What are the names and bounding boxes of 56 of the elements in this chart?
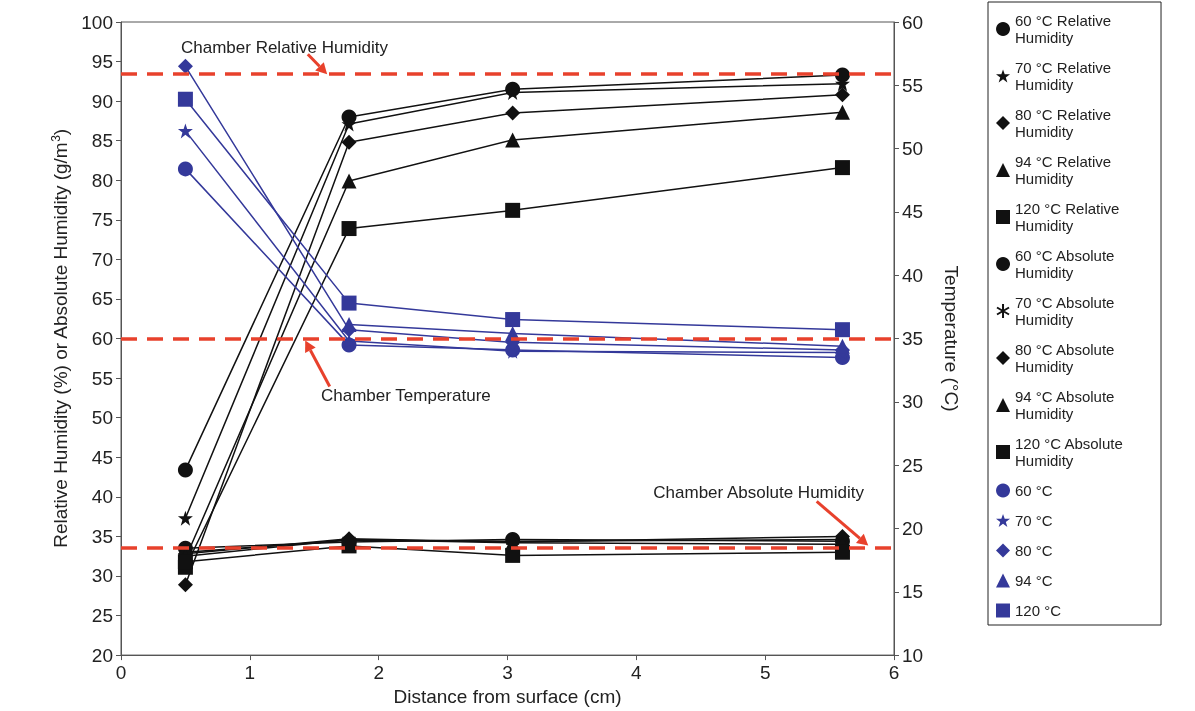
y2-tick-label: 15 xyxy=(902,581,924,603)
y-tick-label: 65 xyxy=(91,288,113,310)
legend-label: 80 °C Absolute Humidity xyxy=(1015,341,1119,375)
y-axis-title: Relative Humidity (%) or Absolute Humidity (g/m3) xyxy=(48,128,72,548)
x-tick-label: 5 xyxy=(759,662,771,684)
legend-label: 70 °C Relative Humidity xyxy=(1015,59,1116,93)
legend-label: 60 °C Absolute Humidity xyxy=(1015,247,1119,281)
x-tick-label: 4 xyxy=(631,662,643,684)
y-tick-label: 55 xyxy=(91,367,113,389)
legend-label: 120 °C Absolute Humidity xyxy=(1015,435,1127,469)
x-axis-title: Distance from surface (cm) xyxy=(393,686,622,707)
y-tick-label: 90 xyxy=(91,90,113,112)
legend-label: 94 °C Absolute Humidity xyxy=(1015,388,1119,422)
ref-line-label: Chamber Absolute Humidity xyxy=(653,483,865,503)
y2-tick-label: 45 xyxy=(902,201,924,223)
y-tick-label: 80 xyxy=(91,169,113,191)
y-tick-label: 60 xyxy=(91,328,113,350)
y2-tick-label: 50 xyxy=(902,138,924,160)
legend-label: 94 °C xyxy=(1015,572,1053,589)
y-tick-label: 70 xyxy=(91,248,113,270)
legend-label: 120 °C xyxy=(1015,602,1062,619)
y-tick-label: 50 xyxy=(91,407,113,429)
y-tick-label: 30 xyxy=(91,565,113,587)
y-tick-label: 40 xyxy=(91,486,113,508)
y2-tick-label: 35 xyxy=(902,328,924,350)
legend-label: 70 °C xyxy=(1015,512,1053,529)
x-tick-label: 2 xyxy=(373,662,384,684)
x-tick-label: 3 xyxy=(502,662,513,684)
y2-tick-label: 30 xyxy=(902,391,924,413)
y2-tick-label: 55 xyxy=(902,74,924,96)
x-tick-label: 1 xyxy=(244,662,256,684)
y2-axis-title: Temperature (°C) xyxy=(941,265,962,412)
y2-tick-label: 60 xyxy=(902,11,924,33)
legend-label: 80 °C xyxy=(1015,542,1053,559)
y-tick-label: 20 xyxy=(91,644,113,666)
legend-label: 120 °C Relative Humidity xyxy=(1015,200,1124,234)
y2-tick-label: 10 xyxy=(902,644,924,666)
ref-line-label: Chamber Relative Humidity xyxy=(181,38,389,58)
legend-label: 70 °C Absolute Humidity xyxy=(1015,294,1119,328)
ref-line-label: Chamber Temperature xyxy=(321,385,491,405)
legend-label: 80 °C Relative Humidity xyxy=(1015,106,1116,140)
y-tick-label: 35 xyxy=(91,525,113,547)
y-tick-label: 45 xyxy=(91,446,113,468)
legend-label: 94 °C Relative Humidity xyxy=(1015,153,1116,187)
y-tick-label: 25 xyxy=(91,605,113,627)
legend-label: 60 °C Relative Humidity xyxy=(1015,12,1116,46)
y2-tick-label: 25 xyxy=(902,454,924,476)
y2-tick-label: 20 xyxy=(902,517,924,539)
y-tick-label: 85 xyxy=(91,130,113,152)
y-tick-label: 75 xyxy=(91,209,113,231)
y-tick-label: 100 xyxy=(81,11,113,33)
y-tick-label: 95 xyxy=(91,51,113,73)
legend-label: 60 °C xyxy=(1015,482,1053,499)
x-tick-label: 6 xyxy=(888,662,900,684)
y2-tick-label: 40 xyxy=(902,264,924,286)
x-tick-label: 0 xyxy=(115,662,127,684)
